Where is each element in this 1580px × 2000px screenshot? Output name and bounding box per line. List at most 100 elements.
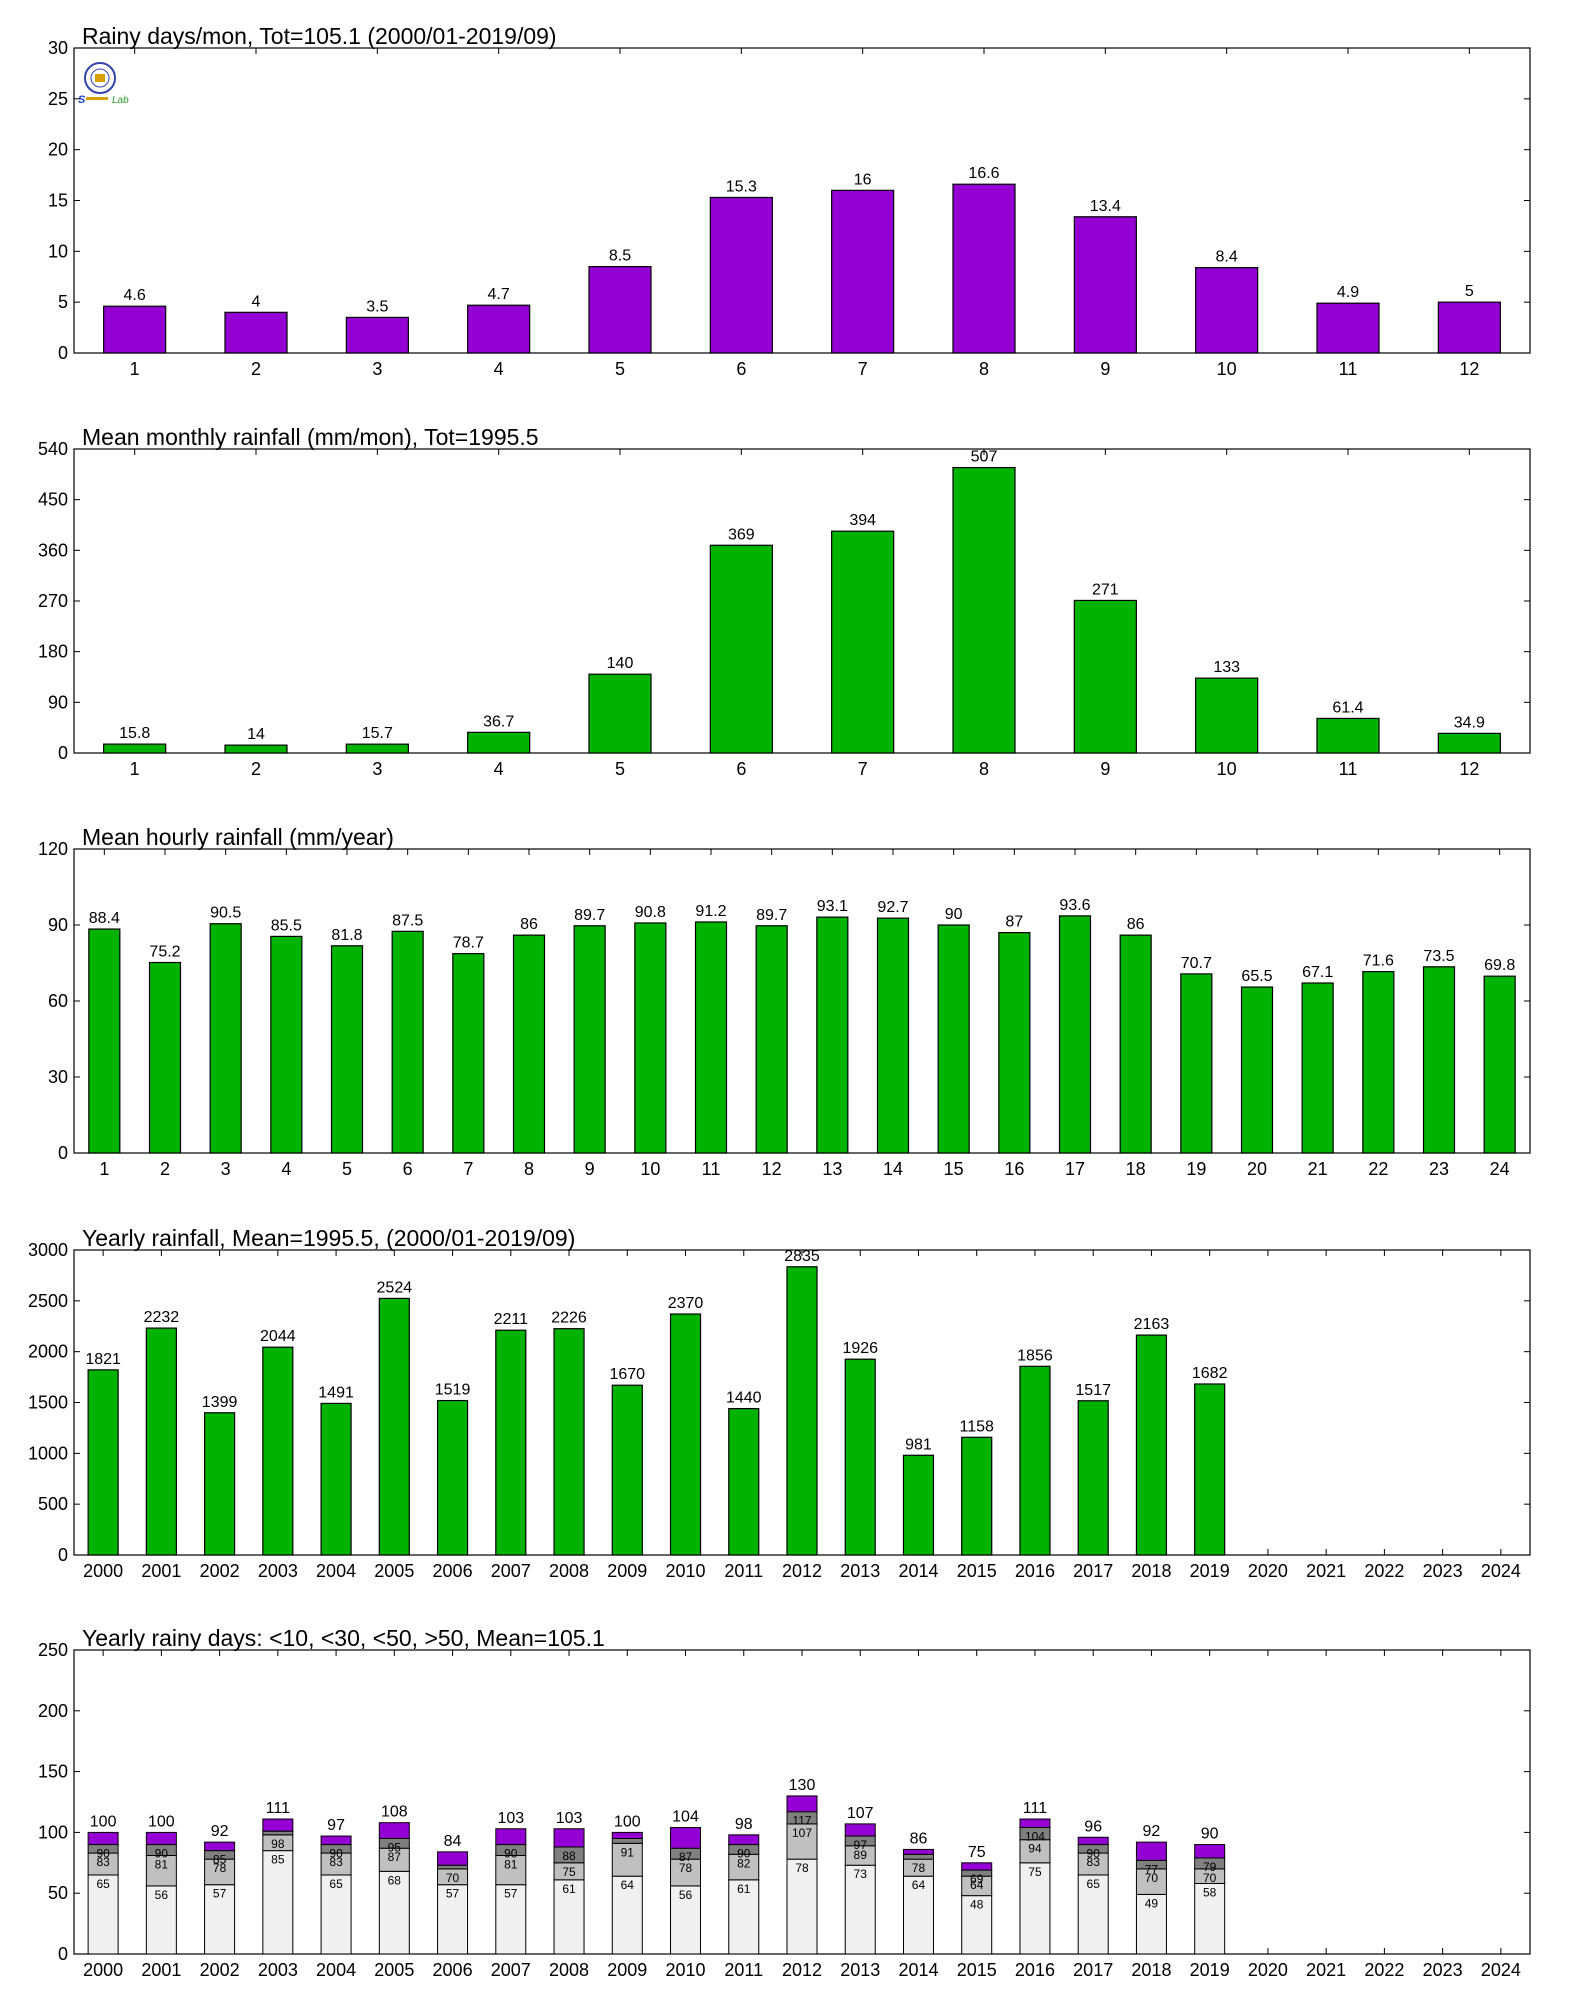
x-tick-label: 2019: [1190, 1960, 1230, 1980]
axes-frame: [73, 448, 1531, 754]
bar: [1316, 302, 1380, 354]
bar: [573, 925, 606, 1154]
y-tick-label: 90: [48, 692, 68, 712]
bar: [103, 305, 167, 354]
segment-label-lt10: 56: [679, 1888, 693, 1902]
stacked-segment-total: [611, 1831, 643, 1839]
x-tick-label: 2004: [316, 1960, 356, 1980]
total-label: 130: [789, 1777, 816, 1794]
segment-label-lt10: 64: [912, 1878, 926, 1892]
stacked-segment-total: [437, 1851, 469, 1866]
x-tick-label: 2011: [724, 1960, 763, 1980]
x-tick-label: 12: [1459, 759, 1479, 779]
chart-title: Yearly rainy days: <10, <30, <50, >50, M…: [82, 1625, 605, 1651]
bar: [391, 930, 424, 1154]
x-tick-label: 2012: [782, 1960, 822, 1980]
x-tick-label: 2004: [316, 1561, 356, 1581]
x-tick-label: 3: [372, 359, 382, 379]
segment-label-lt30: 94: [1028, 1842, 1042, 1856]
x-tick-label: 8: [979, 359, 989, 379]
chart-title: Rainy days/mon, Tot=105.1 (2000/01-2019/…: [82, 23, 557, 49]
data-label: 69.8: [1484, 957, 1515, 974]
stacked-segment-total: [1019, 1818, 1051, 1829]
bar: [553, 1328, 585, 1556]
data-label: 89.7: [574, 907, 605, 924]
data-label: 4.6: [124, 287, 146, 304]
x-tick-label: 2007: [491, 1960, 531, 1980]
stacked-segment-total: [320, 1835, 352, 1846]
data-label: 369: [728, 526, 755, 543]
segment-label-lt10: 73: [854, 1867, 868, 1881]
data-label: 34.9: [1454, 714, 1485, 731]
bar: [952, 466, 1016, 754]
segment-label-lt50: 90: [96, 1847, 110, 1861]
bar: [1194, 1383, 1226, 1556]
y-tick-label: 15: [48, 191, 68, 211]
x-tick-label: 2013: [840, 1561, 880, 1581]
segment-label-lt30: 91: [621, 1845, 635, 1859]
y-tick-label: 1000: [28, 1443, 68, 1463]
x-tick-label: 2: [160, 1159, 170, 1179]
x-tick-label: 16: [1004, 1159, 1024, 1179]
x-tick-label: 19: [1186, 1159, 1206, 1179]
x-tick-label: 8: [979, 759, 989, 779]
segment-label-lt50: 90: [155, 1847, 169, 1861]
x-tick-label: 1: [130, 759, 140, 779]
bar: [224, 311, 288, 354]
data-label: 1856: [1017, 1347, 1053, 1364]
x-tick-label: 2021: [1306, 1960, 1346, 1980]
segment-label-lt50: 90: [737, 1847, 751, 1861]
x-tick-label: 12: [762, 1159, 782, 1179]
x-tick-label: 2015: [957, 1561, 997, 1581]
x-tick-label: 2002: [200, 1960, 240, 1980]
segment-label-lt50: 85: [213, 1853, 227, 1867]
stacked-segment-total: [145, 1831, 177, 1846]
stacked-segment-lt10: [262, 1850, 294, 1955]
segment-label-lt30: 89: [854, 1848, 868, 1862]
segment-label-lt10: 65: [1087, 1877, 1101, 1891]
data-label: 1682: [1192, 1365, 1228, 1382]
x-tick-label: 4: [494, 359, 504, 379]
bar: [204, 1412, 236, 1556]
x-tick-label: 2018: [1131, 1960, 1171, 1980]
stacked-segment-total: [902, 1848, 934, 1855]
chart-panel-4: Yearly rainfall, Mean=1995.5, (2000/01-2…: [28, 1225, 1531, 1581]
chart-title: Yearly rainfall, Mean=1995.5, (2000/01-2…: [82, 1225, 575, 1251]
x-tick-label: 20: [1247, 1159, 1267, 1179]
bar: [1195, 677, 1259, 754]
data-label: 90: [945, 906, 963, 923]
bar: [876, 917, 910, 1154]
segment-label-lt50: 95: [388, 1840, 402, 1854]
x-tick-label: 2021: [1306, 1561, 1346, 1581]
bar: [512, 934, 546, 1154]
x-tick-label: 2003: [258, 1960, 298, 1980]
data-label: 1158: [960, 1418, 995, 1435]
stacked-segment-lt10: [902, 1875, 934, 1955]
segment-label-lt10: 48: [970, 1898, 984, 1912]
data-label: 91.2: [695, 903, 726, 920]
segment-label-lt10: 61: [562, 1882, 576, 1896]
stacked-segment-lt10: [204, 1884, 236, 1955]
segment-label-lt10: 64: [621, 1878, 635, 1892]
y-tick-label: 540: [38, 439, 68, 459]
data-label: 86: [1127, 916, 1145, 933]
data-label: 92.7: [877, 899, 908, 916]
y-tick-label: 450: [38, 490, 68, 510]
axes-frame: [73, 47, 1531, 354]
bar: [378, 1297, 410, 1556]
x-tick-label: 18: [1126, 1159, 1146, 1179]
data-label: 87.5: [392, 912, 423, 929]
segment-label-lt10: 57: [504, 1887, 518, 1901]
data-label: 15.8: [119, 725, 150, 742]
data-label: 1399: [202, 1394, 238, 1411]
segment-label-lt10: 57: [213, 1887, 227, 1901]
stacked-segment-lt10: [670, 1885, 702, 1955]
bar: [669, 1313, 702, 1556]
bar: [270, 935, 303, 1154]
data-label: 1821: [85, 1351, 121, 1368]
segment-label-lt10: 61: [737, 1882, 751, 1896]
chart-panel-2: Mean monthly rainfall (mm/mon), Tot=1995…: [38, 424, 1531, 779]
bar: [1483, 975, 1516, 1154]
bar: [1077, 1400, 1109, 1556]
